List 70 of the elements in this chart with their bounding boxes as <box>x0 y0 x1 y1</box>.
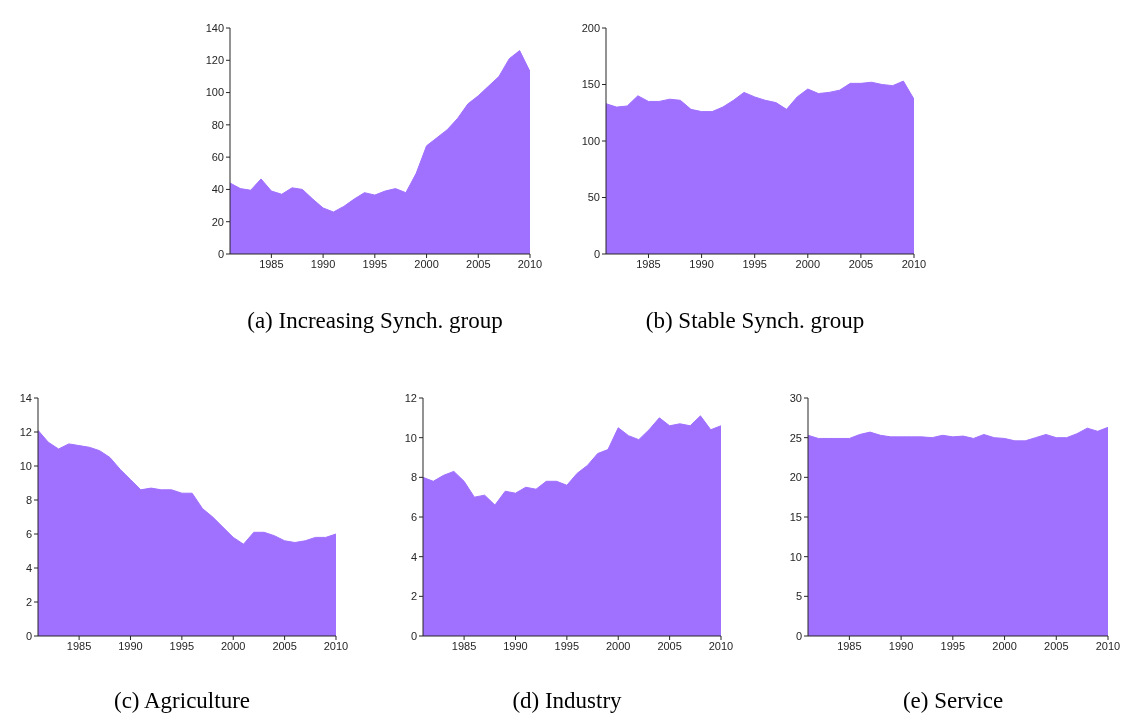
y-tick-label: 80 <box>211 118 224 131</box>
y-tick-label: 0 <box>410 629 417 642</box>
x-tick-label: 2005 <box>657 639 682 652</box>
y-tick-label: 0 <box>795 629 802 642</box>
x-tick-label: 2000 <box>606 639 631 652</box>
y-tick-label: 2 <box>25 595 32 608</box>
y-tick-label: 15 <box>789 510 802 523</box>
y-tick-label: 10 <box>19 459 32 472</box>
x-tick-label: 1990 <box>118 639 143 652</box>
x-tick-label: 1995 <box>940 639 966 652</box>
y-tick-label: 25 <box>789 431 802 444</box>
x-tick-label: 1985 <box>636 257 661 270</box>
x-tick-label: 1985 <box>259 257 284 270</box>
y-tick-label: 5 <box>795 590 802 603</box>
x-tick-label: 2000 <box>414 257 439 270</box>
y-tick-label: 6 <box>410 510 417 523</box>
x-tick-label: 1985 <box>451 639 477 652</box>
y-tick-label: 0 <box>593 247 600 260</box>
x-tick-label: 1995 <box>169 639 195 652</box>
y-tick-label: 100 <box>205 86 224 99</box>
x-tick-label: 1995 <box>742 257 767 270</box>
x-tick-label: 2000 <box>992 639 1017 652</box>
x-tick-label: 2005 <box>272 639 297 652</box>
x-tick-label: 1995 <box>362 257 388 270</box>
y-tick-label: 10 <box>404 431 417 444</box>
y-tick-label: 2 <box>410 590 417 603</box>
x-tick-label: 1990 <box>689 257 714 270</box>
x-tick-label: 2000 <box>221 639 246 652</box>
y-tick-label: 20 <box>789 471 802 484</box>
x-tick-label: 1990 <box>503 639 528 652</box>
text: (a) Increasing Synch. group <box>246 308 504 334</box>
y-tick-label: 6 <box>25 527 32 540</box>
x-tick-label: 2010 <box>1095 639 1121 652</box>
y-tick-label: 4 <box>410 550 417 563</box>
x-tick-label: 2010 <box>901 257 927 270</box>
y-tick-label: 150 <box>581 78 600 91</box>
y-tick-label: 60 <box>211 151 224 164</box>
y-tick-label: 4 <box>25 561 32 574</box>
text: (b) Stable Synch. group <box>644 308 866 334</box>
y-tick-label: 140 <box>205 21 224 34</box>
y-tick-label: 0 <box>217 247 224 260</box>
x-tick-label: 2005 <box>1044 639 1069 652</box>
y-tick-label: 20 <box>211 215 224 228</box>
y-tick-label: 8 <box>410 471 417 484</box>
y-tick-label: 12 <box>404 391 417 404</box>
y-tick-label: 12 <box>19 425 32 438</box>
x-tick-label: 1985 <box>837 639 862 652</box>
x-tick-label: 2010 <box>517 257 543 270</box>
x-tick-label: 1990 <box>888 639 914 652</box>
x-tick-label: 2010 <box>323 639 349 652</box>
y-tick-label: 0 <box>25 629 32 642</box>
x-tick-label: 2010 <box>708 639 734 652</box>
x-tick-label: 1990 <box>310 257 336 270</box>
y-tick-label: 50 <box>587 191 600 204</box>
y-tick-label: 30 <box>789 391 802 404</box>
text: (c) Agriculture <box>113 688 251 714</box>
text: (e) Service <box>901 688 1005 714</box>
y-tick-label: 120 <box>205 54 224 67</box>
y-tick-label: 8 <box>25 493 32 506</box>
y-tick-label: 100 <box>581 134 600 147</box>
text: (d) Industry <box>511 688 623 714</box>
y-tick-label: 200 <box>581 21 600 34</box>
x-tick-label: 2005 <box>466 257 491 270</box>
y-tick-label: 10 <box>789 550 802 563</box>
x-tick-label: 2000 <box>795 257 821 270</box>
x-tick-label: 1985 <box>66 639 92 652</box>
x-tick-label: 2005 <box>848 257 874 270</box>
x-tick-label: 1995 <box>554 639 580 652</box>
y-tick-label: 14 <box>19 391 32 404</box>
y-tick-label: 40 <box>211 183 224 196</box>
